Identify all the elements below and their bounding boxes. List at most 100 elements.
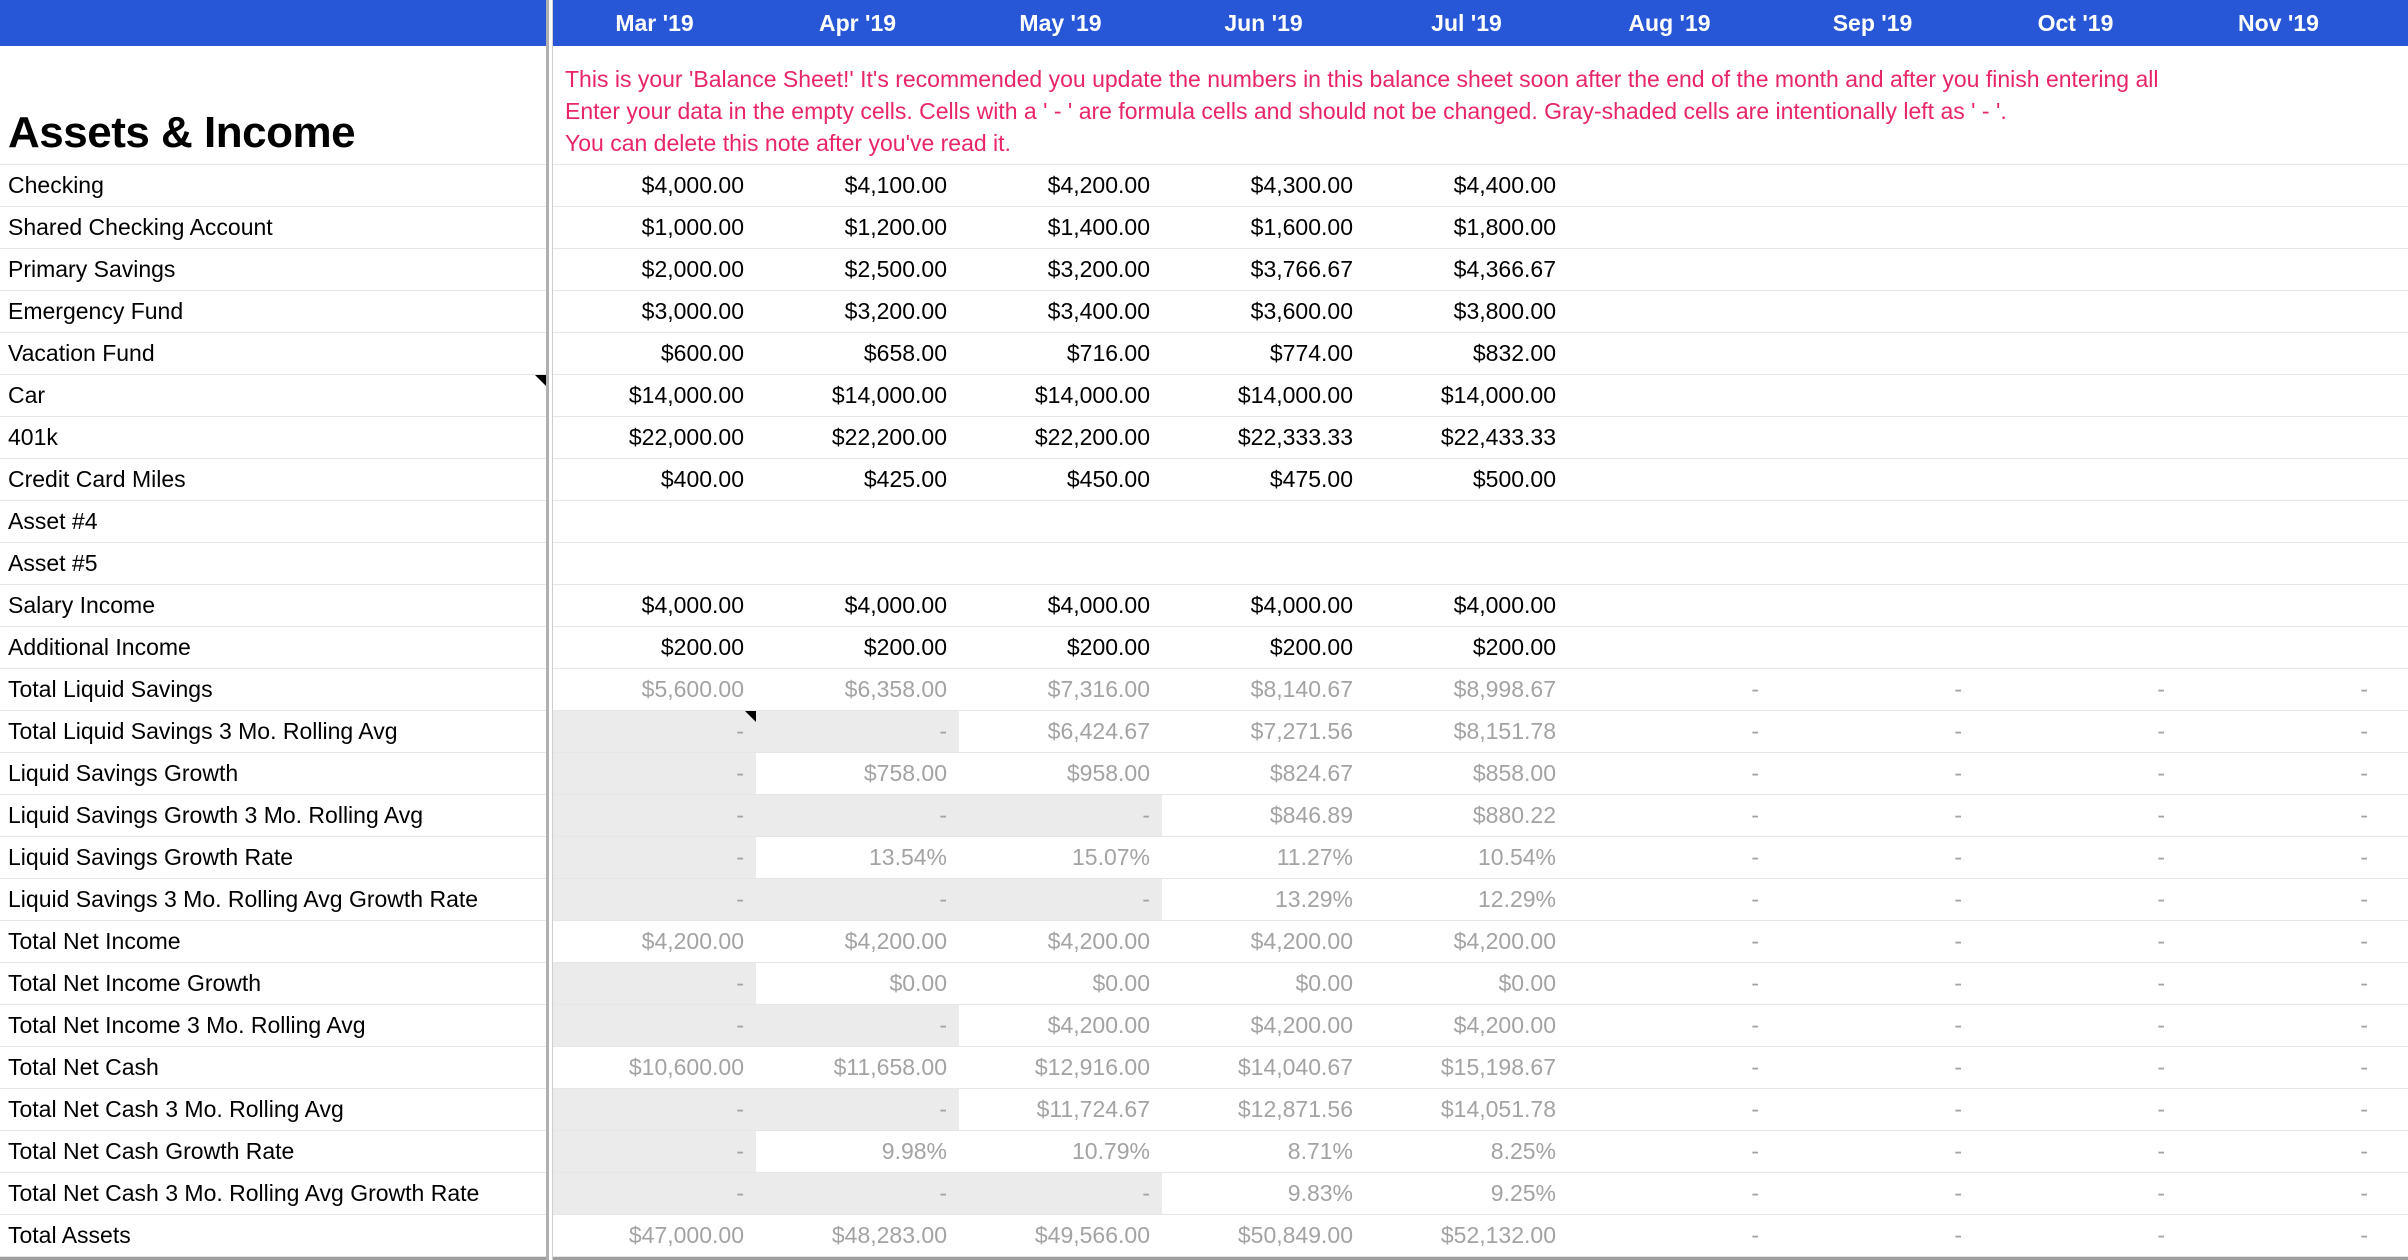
row-label[interactable]: Liquid Savings Growth Rate (8, 844, 294, 870)
row-label[interactable]: Liquid Savings 3 Mo. Rolling Avg Growth … (8, 886, 479, 912)
cell[interactable] (2177, 249, 2380, 290)
cell[interactable]: - (2360, 1180, 2368, 1206)
cell[interactable]: - (2157, 1180, 2165, 1206)
cell[interactable]: 11.27% (1276, 844, 1353, 870)
cell[interactable] (1568, 249, 1771, 290)
cell[interactable]: $22,333.33 (1237, 424, 1353, 450)
cell[interactable]: - (1954, 928, 1962, 954)
cell[interactable]: - (1751, 802, 1759, 828)
cell[interactable]: $14,040.67 (1237, 1054, 1353, 1080)
cell[interactable]: $4,200.00 (641, 928, 744, 954)
cell[interactable]: $3,200.00 (844, 298, 947, 324)
cell[interactable]: - (1954, 1138, 1962, 1164)
cell[interactable]: - (1751, 970, 1759, 996)
cell[interactable]: $4,200.00 (1453, 928, 1556, 954)
cell[interactable]: - (2360, 844, 2368, 870)
cell[interactable]: $4,200.00 (1453, 1012, 1556, 1038)
cell[interactable]: $11,724.67 (1036, 1096, 1150, 1122)
cell[interactable] (1974, 585, 2177, 626)
cell[interactable]: $22,200.00 (1034, 424, 1150, 450)
cell[interactable] (1974, 417, 2177, 458)
cell[interactable]: $14,000.00 (628, 382, 744, 408)
cell[interactable]: - (2360, 802, 2368, 828)
cell[interactable] (1568, 375, 1771, 416)
cell[interactable]: - (1751, 844, 1759, 870)
row-label[interactable]: Total Liquid Savings (8, 676, 213, 702)
cell[interactable]: - (2157, 802, 2165, 828)
cell[interactable]: $10,600.00 (628, 1054, 744, 1080)
column-header-may-19[interactable]: May '19 (1019, 10, 1102, 36)
cell[interactable] (1568, 627, 1771, 668)
row-label[interactable]: Asset #4 (8, 508, 98, 534)
cell[interactable]: - (553, 1005, 756, 1046)
cell[interactable]: $4,200.00 (1047, 1012, 1150, 1038)
cell[interactable] (2177, 501, 2380, 542)
cell[interactable]: $846.89 (1269, 802, 1353, 828)
cell[interactable] (2177, 291, 2380, 332)
cell[interactable]: - (553, 753, 756, 794)
cell[interactable]: $3,000.00 (641, 298, 744, 324)
cell[interactable]: $14,051.78 (1440, 1096, 1556, 1122)
cell[interactable]: $12,916.00 (1034, 1054, 1150, 1080)
cell[interactable] (756, 501, 959, 542)
cell[interactable]: - (2360, 928, 2368, 954)
cell[interactable]: $3,200.00 (1047, 256, 1150, 282)
cell[interactable] (1162, 543, 1365, 584)
cell[interactable]: - (756, 1173, 959, 1214)
cell[interactable] (1974, 501, 2177, 542)
cell[interactable]: 10.79% (1071, 1138, 1150, 1164)
row-label[interactable]: Vacation Fund (8, 340, 155, 366)
cell[interactable] (2177, 207, 2380, 248)
cell[interactable]: $4,200.00 (1250, 1012, 1353, 1038)
cell[interactable]: $1,800.00 (1453, 214, 1556, 240)
cell[interactable]: - (1751, 1138, 1759, 1164)
cell[interactable]: $200.00 (1472, 634, 1556, 660)
cell[interactable] (2177, 585, 2380, 626)
cell[interactable]: - (553, 795, 756, 836)
row-label[interactable]: 401k (8, 424, 58, 450)
cell[interactable]: 9.83% (1287, 1180, 1353, 1206)
cell[interactable]: $48,283.00 (831, 1222, 947, 1248)
cell[interactable]: 12.29% (1477, 886, 1556, 912)
cell[interactable] (1974, 165, 2177, 206)
cell[interactable]: - (2157, 844, 2165, 870)
cell[interactable] (2177, 333, 2380, 374)
row-label[interactable]: Emergency Fund (8, 298, 184, 324)
row-label[interactable]: Total Assets (8, 1222, 131, 1248)
cell[interactable]: - (756, 711, 959, 752)
cell[interactable]: $8,140.67 (1250, 676, 1353, 702)
cell[interactable]: 10.54% (1477, 844, 1556, 870)
cell[interactable] (2177, 375, 2380, 416)
cell[interactable]: $3,766.67 (1250, 256, 1353, 282)
cell[interactable]: $824.67 (1269, 760, 1353, 786)
cell[interactable]: - (553, 1131, 756, 1172)
cell[interactable]: $0.00 (1498, 970, 1556, 996)
row-label[interactable]: Total Net Cash 3 Mo. Rolling Avg (8, 1096, 344, 1122)
cell[interactable]: $4,200.00 (844, 928, 947, 954)
cell[interactable]: - (2157, 1012, 2165, 1038)
cell[interactable]: $47,000.00 (628, 1222, 744, 1248)
column-header-apr-19[interactable]: Apr '19 (818, 10, 897, 36)
cell[interactable]: $758.00 (863, 760, 947, 786)
cell[interactable] (1771, 459, 1974, 500)
cell[interactable] (1568, 207, 1771, 248)
cell[interactable] (2177, 543, 2380, 584)
cell[interactable]: - (1751, 1096, 1759, 1122)
cell[interactable] (1771, 333, 1974, 374)
cell[interactable]: - (959, 795, 1162, 836)
cell[interactable]: - (1954, 1222, 1962, 1248)
cell[interactable]: $425.00 (863, 466, 947, 492)
cell[interactable] (1568, 459, 1771, 500)
cell[interactable]: $11,658.00 (833, 1054, 947, 1080)
cell[interactable]: - (1751, 1222, 1759, 1248)
cell[interactable]: $1,200.00 (844, 214, 947, 240)
cell[interactable]: - (959, 879, 1162, 920)
cell[interactable] (1974, 627, 2177, 668)
cell[interactable]: $658.00 (863, 340, 947, 366)
cell[interactable] (1974, 543, 2177, 584)
cell[interactable] (1771, 207, 1974, 248)
cell[interactable]: 15.07% (1071, 844, 1150, 870)
cell[interactable] (1568, 333, 1771, 374)
cell[interactable] (2177, 627, 2380, 668)
cell[interactable]: $14,000.00 (831, 382, 947, 408)
